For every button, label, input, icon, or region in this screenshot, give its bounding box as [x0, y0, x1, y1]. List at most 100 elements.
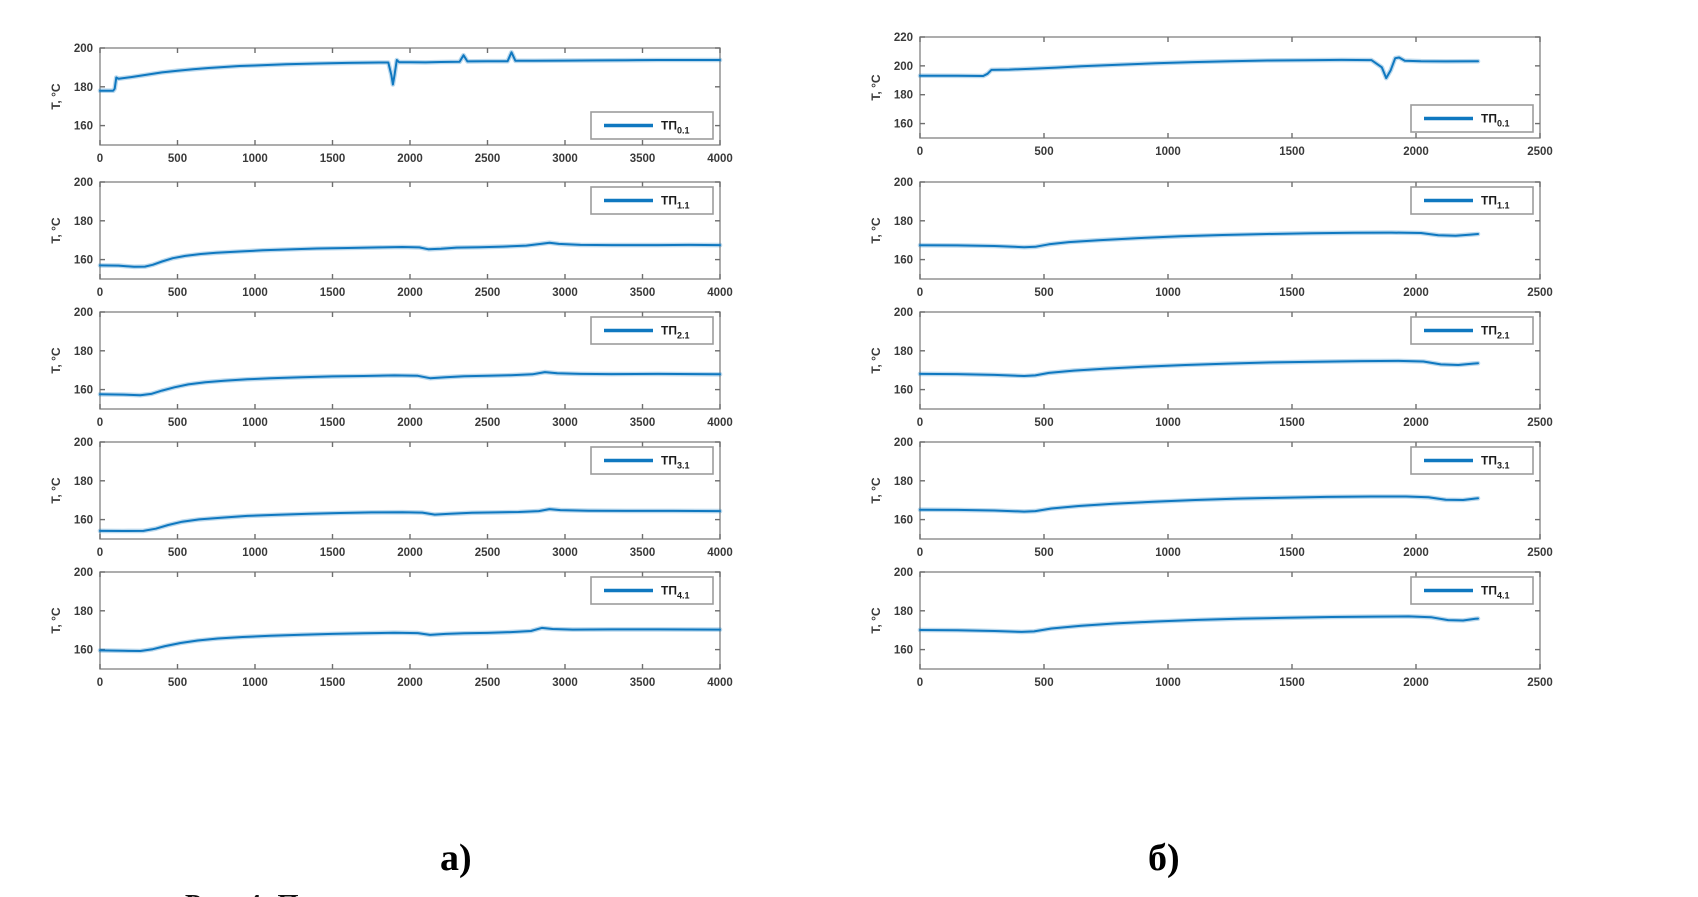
subplot-a3: 0 500 1000 1500 2000 2500 3000 3500 4000 160 180 20… — [40, 294, 800, 432]
y-tick-label: 180 — [74, 476, 93, 488]
x-tick-label: 1500 — [320, 287, 346, 299]
x-tick-label: 2500 — [475, 677, 501, 689]
x-tick-label: 1000 — [242, 153, 268, 165]
x-tick-label: 0 — [97, 677, 103, 689]
x-tick-label: 2500 — [1527, 547, 1553, 559]
y-axis-title: T, °C — [869, 74, 883, 100]
trace-band — [97, 625, 723, 654]
x-tick-label: 1000 — [242, 417, 268, 429]
x-tick-label: 2500 — [475, 287, 501, 299]
x-tick-label: 2500 — [1527, 417, 1553, 429]
y-axis-title: T, °C — [869, 477, 883, 503]
x-tick-label: 0 — [917, 287, 923, 299]
x-tick-label: 2500 — [1527, 677, 1553, 689]
x-tick-label: 500 — [168, 417, 187, 429]
x-tick-label: 2000 — [397, 547, 423, 559]
x-tick-label: 2000 — [1403, 677, 1429, 689]
trace-line — [919, 359, 1479, 377]
trace-line — [919, 615, 1479, 633]
trace-line — [919, 231, 1479, 249]
x-tick-label: 1000 — [1155, 146, 1181, 158]
x-tick-label: 4000 — [707, 417, 733, 429]
legend: ТП0.1 — [590, 111, 714, 140]
y-tick-label: 160 — [894, 645, 913, 657]
y-tick-label: 200 — [74, 43, 93, 55]
x-tick-label: 2500 — [1527, 287, 1553, 299]
y-axis-title: T, °C — [869, 607, 883, 633]
subplot-a1: 0 500 1000 1500 2000 2500 3000 3500 4000 160 180 20… — [40, 30, 800, 168]
y-tick-label: 180 — [894, 606, 913, 618]
x-tick-label: 1000 — [1155, 287, 1181, 299]
legend: ТП3.1 — [1410, 446, 1534, 475]
y-tick-label: 160 — [74, 385, 93, 397]
trace-line — [99, 508, 721, 532]
x-tick-label: 0 — [917, 677, 923, 689]
x-tick-label: 1500 — [320, 417, 346, 429]
x-tick-label: 1500 — [1279, 677, 1305, 689]
axis-box — [919, 181, 1541, 280]
y-tick-label: 200 — [894, 437, 913, 449]
line-chart-b3: 0 500 1000 1500 2000 2500 160 180 200 T, °C ТП2.1 — [869, 307, 1553, 429]
x-tick-label: 0 — [917, 417, 923, 429]
x-tick-label: 500 — [168, 677, 187, 689]
subplot-a4: 0 500 1000 1500 2000 2500 3000 3500 4000 160 180 20… — [40, 424, 800, 562]
x-tick-label: 2500 — [475, 547, 501, 559]
y-tick-label: 180 — [894, 90, 913, 102]
subplot-b3: 0 500 1000 1500 2000 2500 160 180 200 T, °C ТП2.1 — [860, 294, 1620, 432]
x-tick-label: 1000 — [1155, 677, 1181, 689]
trace-line — [99, 371, 721, 397]
subplot-b1: 0 500 1000 1500 2000 2500 160 180 200 220 T, °C ТП0… — [860, 25, 1620, 163]
x-tick-label: 1500 — [320, 677, 346, 689]
x-tick-label: 2000 — [1403, 417, 1429, 429]
x-tick-label: 4000 — [707, 153, 733, 165]
y-tick-label: 180 — [74, 82, 93, 94]
x-tick-label: 0 — [917, 146, 923, 158]
x-tick-label: 0 — [97, 153, 103, 165]
x-tick-label: 1000 — [1155, 417, 1181, 429]
x-tick-label: 3000 — [552, 417, 578, 429]
y-tick-label: 160 — [894, 255, 913, 267]
y-tick-label: 220 — [894, 32, 913, 44]
y-axis-title: T, °C — [869, 217, 883, 243]
x-tick-label: 3500 — [630, 153, 656, 165]
y-tick-label: 200 — [74, 437, 93, 449]
x-tick-label: 2000 — [1403, 146, 1429, 158]
y-axis-title: T, °C — [49, 83, 63, 109]
x-tick-label: 500 — [168, 287, 187, 299]
x-tick-label: 2500 — [1527, 146, 1553, 158]
legend: ТП2.1 — [1410, 316, 1534, 345]
y-tick-label: 180 — [894, 476, 913, 488]
y-tick-label: 180 — [74, 606, 93, 618]
y-tick-label: 200 — [74, 567, 93, 579]
x-tick-label: 2000 — [397, 153, 423, 165]
figure-label-a: а) — [440, 837, 472, 879]
axis-box — [919, 441, 1541, 540]
x-tick-label: 500 — [1034, 146, 1053, 158]
trace-line — [99, 51, 721, 92]
legend: ТП1.1 — [590, 186, 714, 215]
x-tick-label: 3000 — [552, 287, 578, 299]
x-tick-label: 500 — [168, 547, 187, 559]
line-chart-a5: 0 500 1000 1500 2000 2500 3000 3500 4000 160 180 20… — [49, 567, 733, 689]
x-tick-label: 3000 — [552, 153, 578, 165]
y-tick-label: 160 — [74, 121, 93, 133]
y-tick-label: 200 — [74, 177, 93, 189]
y-tick-label: 180 — [894, 216, 913, 228]
x-tick-label: 4000 — [707, 547, 733, 559]
line-chart-b4: 0 500 1000 1500 2000 2500 160 180 200 T, °C ТП3.1 — [869, 437, 1553, 559]
legend: ТП4.1 — [590, 576, 714, 605]
y-tick-label: 180 — [74, 346, 93, 358]
y-tick-label: 160 — [74, 255, 93, 267]
subplot-b5: 0 500 1000 1500 2000 2500 160 180 200 T, °C ТП4.1 — [860, 554, 1620, 692]
y-tick-label: 160 — [74, 645, 93, 657]
axis-box — [919, 311, 1541, 410]
x-tick-label: 3500 — [630, 677, 656, 689]
x-tick-label: 1500 — [1279, 287, 1305, 299]
x-tick-label: 500 — [1034, 417, 1053, 429]
x-tick-label: 2000 — [397, 677, 423, 689]
x-tick-label: 2000 — [1403, 287, 1429, 299]
legend: ТП1.1 — [1410, 186, 1534, 215]
x-tick-label: 0 — [97, 417, 103, 429]
legend: ТП2.1 — [590, 316, 714, 345]
x-tick-label: 500 — [1034, 287, 1053, 299]
